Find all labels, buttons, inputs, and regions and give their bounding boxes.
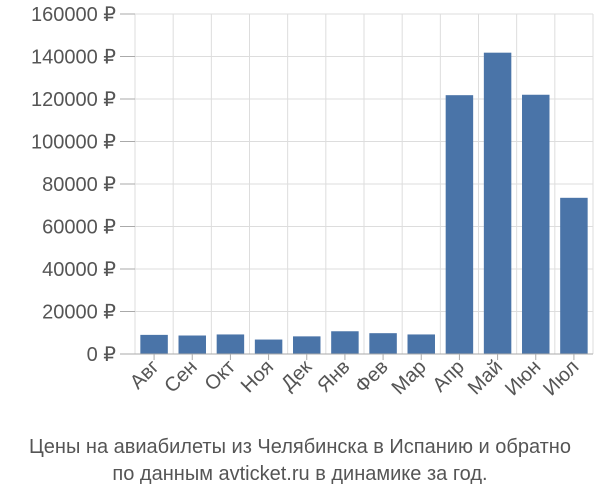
x-tick-label: Янв [313, 356, 354, 397]
y-tick-label: 80000 ₽ [42, 174, 116, 196]
bar-6 [331, 331, 359, 354]
x-tick-label: Июл [539, 356, 583, 400]
bar-1 [140, 334, 168, 354]
x-tick-label: Апр [428, 356, 469, 397]
x-tick-label: Окт [201, 356, 240, 395]
axes [120, 13, 593, 360]
chart-caption-line-1: Цены на авиабилеты из Челябинска в Испан… [29, 436, 571, 458]
x-tick-label: Июн [501, 356, 545, 400]
x-tick-label: Фев [351, 356, 393, 398]
x-tick-label: Ноя [237, 356, 278, 397]
bar-2 [178, 335, 206, 354]
x-tick-label: Сен [160, 356, 201, 397]
bar-11 [522, 94, 550, 354]
y-tick-label: 0 ₽ [87, 344, 117, 366]
x-tick-label: Май [464, 356, 507, 399]
bar-9 [445, 95, 474, 355]
y-tick-label: 100000 ₽ [31, 132, 116, 154]
chart-caption-line-2: по данным avticket.ru в динамике за год. [112, 463, 488, 485]
bar-chart: 0 ₽ 20000 ₽ 40000 ₽ 60000 ₽ 80000 ₽ 100000 ₽ 1… [31, 4, 594, 400]
y-tick-label: 40000 ₽ [42, 259, 116, 281]
bar-12 [560, 197, 588, 354]
bar-8 [407, 334, 435, 354]
bar-7 [369, 333, 397, 354]
bar-5 [293, 336, 321, 354]
y-tick-label: 140000 ₽ [31, 47, 116, 69]
y-tick-label: 160000 ₽ [31, 4, 116, 26]
x-tick-label: Авг [126, 356, 164, 394]
y-tick-labels: 0 ₽ 20000 ₽ 40000 ₽ 60000 ₽ 80000 ₽ 100000 ₽ 1… [31, 4, 116, 366]
bars [140, 52, 588, 355]
x-tick-label: Мар [388, 356, 431, 399]
bar-10 [483, 52, 512, 355]
y-tick-label: 60000 ₽ [42, 217, 116, 239]
y-tick-label: 120000 ₽ [31, 89, 116, 111]
bar-3 [216, 334, 245, 354]
y-tick-label: 20000 ₽ [42, 302, 116, 324]
x-tick-label: Дек [277, 356, 316, 395]
bar-4 [254, 339, 283, 354]
